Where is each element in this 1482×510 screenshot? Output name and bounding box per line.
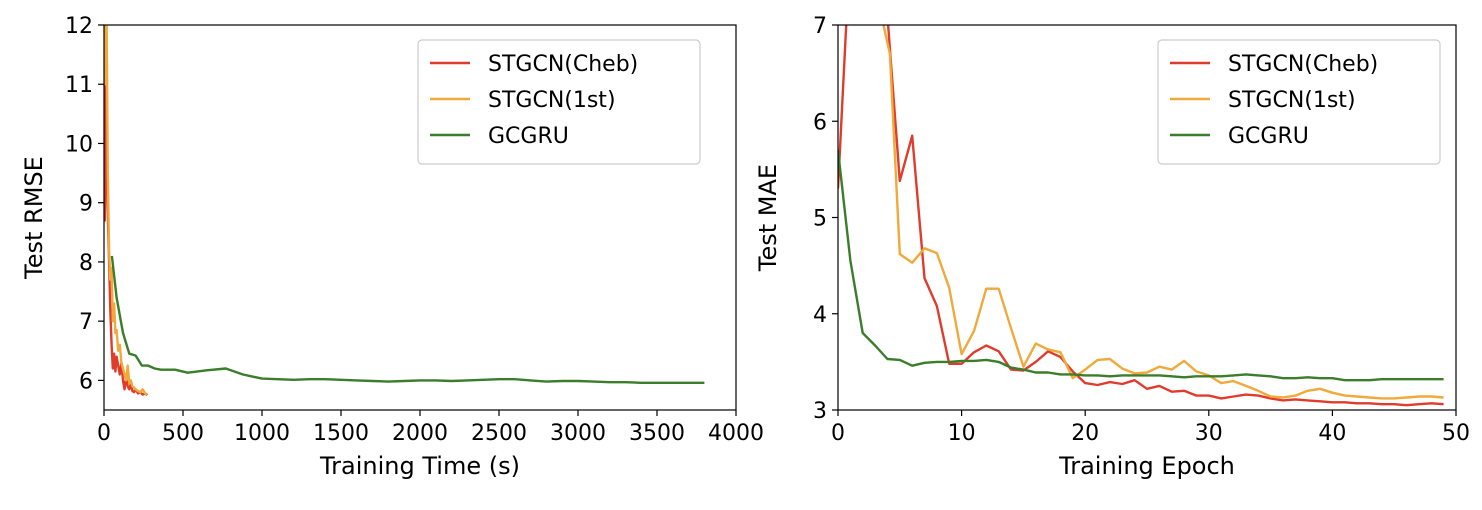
- x-tick-label: 4000: [708, 421, 764, 446]
- series-line-gcgru: [110, 255, 705, 384]
- legend-label: GCGRU: [1228, 124, 1309, 149]
- y-tick-label: 3: [813, 399, 827, 424]
- series-line-stgcn-cheb: [104, 25, 149, 397]
- x-tick-label: 20: [1071, 421, 1099, 446]
- x-tick-label: 0: [831, 421, 845, 446]
- legend-label: STGCN(1st): [1228, 88, 1356, 113]
- legend-box: [417, 39, 701, 165]
- x-tick-label: 3000: [550, 421, 606, 446]
- y-tick-label: 10: [65, 132, 93, 157]
- series-line-stgcn-1st: [104, 25, 148, 396]
- y-tick-label: 4: [813, 303, 827, 328]
- y-tick-label: 11: [65, 73, 93, 98]
- legend-label: STGCN(Cheb): [488, 52, 638, 77]
- y-tick-label: 7: [813, 14, 827, 39]
- y-tick-label: 5: [813, 207, 827, 232]
- rmse-vs-time-chart: 0 500 1000 1500 2000 2500 3000 3500 4000 6 7 8 9 10 11…: [20, 14, 764, 480]
- x-tick-label: 40: [1318, 421, 1346, 446]
- x-tick-label: 30: [1195, 421, 1223, 446]
- x-tick-label: 50: [1442, 421, 1470, 446]
- y-tick-label: 6: [813, 110, 827, 135]
- x-tick-label: 500: [162, 421, 204, 446]
- y-tick-label: 8: [79, 251, 93, 276]
- x-axis-label: Training Epoch: [1058, 452, 1235, 480]
- y-axis-label: Test RMSE: [20, 156, 48, 280]
- x-axis-label: Training Time (s): [319, 452, 520, 480]
- y-axis-label: Test MAE: [754, 164, 782, 272]
- legend: STGCN(Cheb) STGCN(1st) GCGRU: [417, 39, 701, 165]
- y-tick-label: 12: [65, 14, 93, 39]
- mae-vs-epoch-chart: 0 10 20 30 40 50 3 4 5 6 7 Training Epoch Test MAE ST…: [754, 14, 1470, 480]
- legend-label: STGCN(1st): [488, 88, 616, 113]
- legend-label: GCGRU: [488, 124, 569, 149]
- x-tick-label: 2500: [471, 421, 527, 446]
- legend-box: [1157, 39, 1441, 165]
- x-tick-label: 1000: [234, 421, 290, 446]
- series-lines: [104, 25, 705, 397]
- legend: STGCN(Cheb) STGCN(1st) GCGRU: [1157, 39, 1441, 165]
- x-tick-label: 10: [948, 421, 976, 446]
- y-tick-label: 7: [79, 310, 93, 335]
- x-tick-label: 0: [97, 421, 111, 446]
- x-tick-label: 2000: [392, 421, 448, 446]
- series-lines: [838, 25, 1444, 407]
- x-tick-label: 3500: [629, 421, 685, 446]
- x-tick-label: 1500: [313, 421, 369, 446]
- legend-label: STGCN(Cheb): [1228, 52, 1378, 77]
- series-line-stgcn-1st: [882, 25, 1444, 400]
- y-tick-label: 6: [79, 369, 93, 394]
- y-tick-label: 9: [79, 192, 93, 217]
- series-line-gcgru: [838, 149, 1444, 382]
- series-line-stgcn-cheb: [838, 25, 1444, 407]
